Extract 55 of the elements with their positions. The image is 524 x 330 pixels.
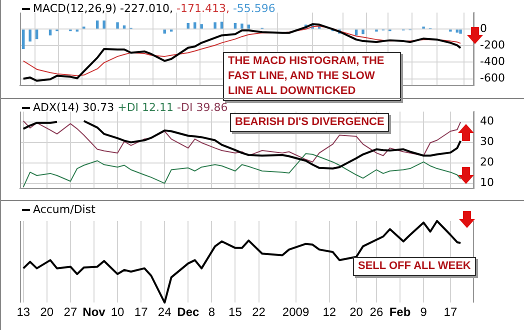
x-tick-label: Nov xyxy=(82,305,106,320)
x-tick-label: Dec xyxy=(177,305,200,320)
bar xyxy=(362,30,364,34)
x-tick-label: 9 xyxy=(420,305,428,320)
bar xyxy=(200,24,203,29)
series-label: -55.596 xyxy=(232,2,276,15)
bar xyxy=(220,22,224,29)
y-tick-label: 40 xyxy=(480,114,494,128)
legend-label: Accum/Dist xyxy=(33,203,96,216)
x-tick-label: 12 xyxy=(322,305,336,320)
bar xyxy=(194,22,196,29)
annotation: BEARISH DI'S DIVERGENCE xyxy=(230,113,390,132)
text: -171.413, xyxy=(176,2,230,15)
text: +DI 12.11 xyxy=(118,101,175,114)
y-tick-label: -400 xyxy=(480,55,505,68)
x-tick-label: 17 xyxy=(444,305,458,320)
bar xyxy=(247,24,250,29)
y-tick-label: -600 xyxy=(480,72,505,85)
x-tick-label: 15 xyxy=(228,305,242,320)
x-tick-label: 24 xyxy=(158,305,172,320)
bar xyxy=(456,30,459,33)
bar xyxy=(163,30,166,34)
annotation: THE MACD HISTOGRAM, THE FAST LINE, AND THE SLOW LINE ALL DOWNTICKED xyxy=(223,52,401,101)
text: -227.010, xyxy=(120,2,174,15)
x-tick-label: 10 xyxy=(110,305,125,320)
bar xyxy=(354,30,358,36)
y-tick-label: 0 xyxy=(480,22,487,36)
x-tick-label: 27 xyxy=(64,305,78,320)
x-tick-label: 8 xyxy=(208,305,216,320)
bar xyxy=(28,30,32,42)
x-tick-label: 2009 xyxy=(282,305,310,320)
y-tick-label: -200 xyxy=(480,38,505,52)
legend-label: ADX(14) 30.73 xyxy=(33,101,116,114)
x-tick-label: 22 xyxy=(252,305,266,320)
bar xyxy=(48,30,52,36)
bar xyxy=(459,30,462,34)
chart-title: MACD(12,26,9) xyxy=(33,2,118,15)
bar xyxy=(102,20,106,29)
y-tick-label: 30 xyxy=(480,135,494,148)
x-tick-label: 20 xyxy=(350,305,364,320)
x-tick-label: 20 xyxy=(40,305,54,320)
bar xyxy=(22,30,25,49)
bar xyxy=(35,30,38,40)
bar xyxy=(214,22,216,29)
x-tick-label: 17 xyxy=(134,305,148,320)
annotation: SELL OFF ALL WEEK xyxy=(353,257,476,276)
bar xyxy=(116,22,119,29)
y-tick-label: 20 xyxy=(480,156,494,169)
x-tick-label: 26 xyxy=(370,305,384,320)
bar xyxy=(96,20,99,29)
series-label: -DI 39.86 xyxy=(177,101,228,114)
y-tick-label: 10 xyxy=(480,176,494,190)
x-tick-label: 13 xyxy=(16,305,30,320)
x-tick-label: Feb xyxy=(389,305,411,320)
bar xyxy=(240,24,244,29)
